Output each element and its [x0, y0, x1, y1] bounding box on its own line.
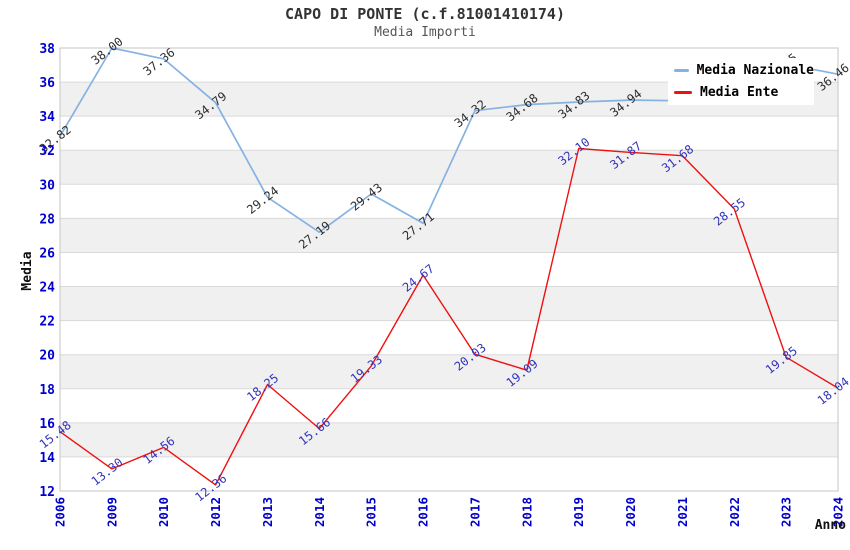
y-tick-label: 18 [39, 383, 55, 398]
plot-bands [60, 82, 838, 457]
x-tick-label: 2017 [467, 497, 482, 527]
y-tick-label: 32 [39, 144, 55, 159]
x-tick-label: 2018 [519, 497, 534, 527]
plot-band [60, 354, 838, 389]
y-axis-title: Media [20, 251, 35, 290]
series-line-media-ente [59, 147, 839, 486]
chart-title: CAPO DI PONTE (c.f.81001410174) [285, 5, 565, 23]
y-tick-label: 20 [39, 349, 55, 364]
y-tick-label: 30 [39, 178, 55, 193]
x-tick-label: 2009 [104, 497, 119, 527]
x-tick-label: 2023 [779, 497, 794, 527]
point-label: 13.30 [89, 455, 126, 488]
x-tick-label: 2006 [53, 497, 68, 527]
point-label: 38.00 [89, 34, 126, 67]
chart-subtitle: Media Importi [374, 25, 476, 40]
y-tick-label: 34 [39, 110, 55, 125]
x-tick-label: 2012 [208, 497, 223, 527]
y-axis-ticks: 12 14 16 18 20 22 24 26 28 30 32 34 36 38 [39, 42, 55, 500]
x-axis-ticks: 2006 2009 2010 2012 2013 2014 2015 2016 2017 2018… [53, 497, 846, 527]
x-tick-label: 2021 [675, 497, 690, 527]
y-tick-label: 22 [39, 315, 55, 330]
x-tick-label: 2010 [156, 497, 171, 527]
y-tick-label: 24 [39, 281, 55, 296]
legend-item-media-nazionale[interactable]: Media Nazionale [674, 63, 814, 78]
x-tick-label: 2016 [416, 497, 431, 527]
chart-legend: Media Nazionale Media Ente [668, 58, 814, 105]
x-tick-label: 2019 [571, 497, 586, 527]
y-tick-label: 14 [39, 451, 55, 466]
x-tick-label: 2024 [831, 497, 846, 527]
x-tick-label: 2022 [727, 497, 742, 527]
y-tick-label: 38 [39, 42, 55, 57]
x-axis-title: Anno [815, 518, 846, 533]
media-ente-line-icon [674, 91, 692, 94]
y-tick-label: 16 [39, 417, 55, 432]
plot-band [60, 218, 838, 253]
y-tick-label: 36 [39, 76, 55, 91]
point-label: 29.43 [348, 180, 385, 213]
legend-label: Media Nazionale [696, 63, 814, 78]
y-tick-label: 28 [39, 212, 55, 227]
x-tick-label: 2013 [260, 497, 275, 527]
y-tick-label: 26 [39, 246, 55, 261]
x-tick-label: 2020 [623, 497, 638, 527]
legend-label: Media Ente [700, 85, 779, 100]
legend-item-media-ente[interactable]: Media Ente [674, 85, 814, 100]
plot-band [60, 422, 838, 457]
y-tick-label: 12 [39, 485, 55, 500]
x-tick-label: 2014 [312, 497, 327, 527]
media-nazionale-line-icon [674, 69, 689, 72]
point-label: 37.36 [140, 45, 177, 78]
x-tick-label: 2015 [364, 497, 379, 527]
plot-border [59, 47, 839, 492]
